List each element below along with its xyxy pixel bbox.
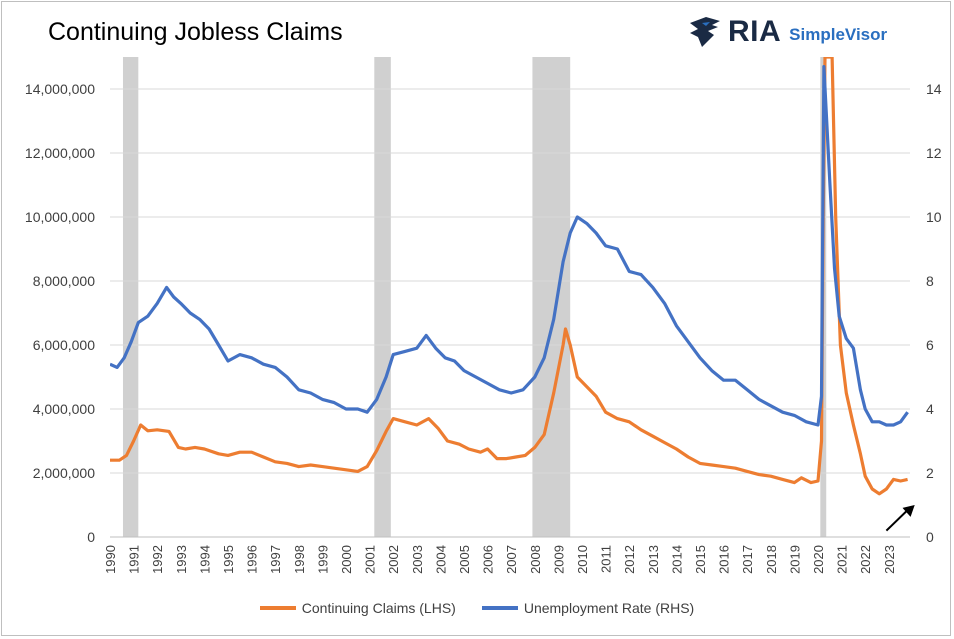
y-left-tick-label-3: 6,000,000 [33, 337, 95, 353]
x-tick-label-27: 2017 [740, 545, 755, 574]
x-tick-label-25: 2015 [693, 545, 708, 574]
y-left-tick-label-2: 4,000,000 [33, 401, 95, 417]
y-right-tick-label-7: 14 [926, 81, 942, 97]
y-right-tick-label-1: 2 [926, 465, 934, 481]
series-line-unemployment [110, 65, 909, 427]
x-tick-label-33: 2023 [882, 545, 897, 574]
y-right-tick-label-6: 12 [926, 145, 942, 161]
y-left-tick-label-5: 10,000,000 [25, 209, 95, 225]
chart-title: Continuing Jobless Claims [48, 18, 343, 46]
x-tick-label-5: 1995 [221, 545, 236, 574]
recession-band-2 [532, 57, 571, 537]
x-tick-label-0: 1990 [103, 545, 118, 574]
y-right-tick-label-5: 10 [926, 209, 942, 225]
y-right-tick-label-2: 4 [926, 401, 934, 417]
y-left-tick-label-4: 8,000,000 [33, 273, 95, 289]
x-tick-label-2: 1992 [150, 545, 165, 574]
logo-ria-text: RIA [728, 15, 782, 48]
x-tick-label-24: 2014 [669, 545, 684, 574]
legend: Continuing Claims (LHS) Unemployment Rat… [0, 600, 954, 616]
x-tick-label-18: 2008 [528, 545, 543, 574]
x-tick-label-14: 2004 [433, 545, 448, 574]
x-tick-label-22: 2012 [622, 545, 637, 574]
x-tick-label-19: 2009 [551, 545, 566, 574]
x-tick-label-12: 2002 [386, 545, 401, 574]
y-right-tick-label-0: 0 [926, 529, 934, 545]
legend-item-claims: Continuing Claims (LHS) [259, 600, 456, 616]
y-right-tick-label-3: 6 [926, 337, 934, 353]
series-line-claims [110, 57, 908, 496]
legend-label-claims: Continuing Claims (LHS) [301, 600, 456, 616]
legend-item-unemployment: Unemployment Rate (RHS) [481, 600, 695, 616]
x-tick-label-6: 1996 [245, 545, 260, 574]
x-tick-label-28: 2018 [764, 545, 779, 574]
logo-simplevisor-text: SimpleVisor [789, 25, 888, 44]
x-tick-label-8: 1998 [292, 545, 307, 574]
x-tick-label-15: 2005 [457, 545, 472, 574]
x-tick-label-11: 2001 [363, 545, 378, 574]
annotation-arrow-head-0 [902, 505, 915, 517]
legend-label-unemployment: Unemployment Rate (RHS) [523, 600, 695, 616]
x-tick-label-17: 2007 [504, 545, 519, 574]
y-left-tick-label-1: 2,000,000 [33, 465, 95, 481]
x-tick-label-3: 1993 [174, 545, 189, 574]
legend-swatch-claims [259, 606, 296, 610]
recession-band-0 [122, 57, 139, 537]
legend-swatch-unemployment [481, 606, 518, 610]
y-left-tick-label-6: 12,000,000 [25, 145, 95, 161]
x-tick-label-30: 2020 [811, 545, 826, 574]
x-tick-label-13: 2003 [410, 545, 425, 574]
x-tick-label-26: 2016 [717, 545, 732, 574]
x-tick-label-10: 2000 [339, 545, 354, 574]
y-right-tick-label-4: 8 [926, 273, 934, 289]
logo: RIA SimpleVisor [688, 12, 887, 52]
x-tick-label-16: 2006 [481, 545, 496, 574]
x-tick-label-32: 2022 [858, 545, 873, 574]
x-tick-label-7: 1997 [268, 545, 283, 574]
y-left-tick-label-0: 0 [87, 529, 95, 545]
x-tick-label-9: 1999 [315, 545, 330, 574]
annotation-arrow-line-0 [885, 508, 910, 532]
x-tick-label-29: 2019 [787, 545, 802, 574]
x-tick-label-4: 1994 [197, 545, 212, 574]
x-tick-label-21: 2011 [599, 545, 614, 573]
x-tick-label-1: 1991 [127, 545, 142, 574]
x-tick-label-23: 2013 [646, 545, 661, 574]
y-left-tick-label-7: 14,000,000 [25, 81, 95, 97]
x-tick-label-31: 2021 [835, 545, 850, 574]
eagle-icon [690, 17, 720, 47]
recession-band-1 [374, 57, 391, 537]
x-tick-label-20: 2010 [575, 545, 590, 574]
